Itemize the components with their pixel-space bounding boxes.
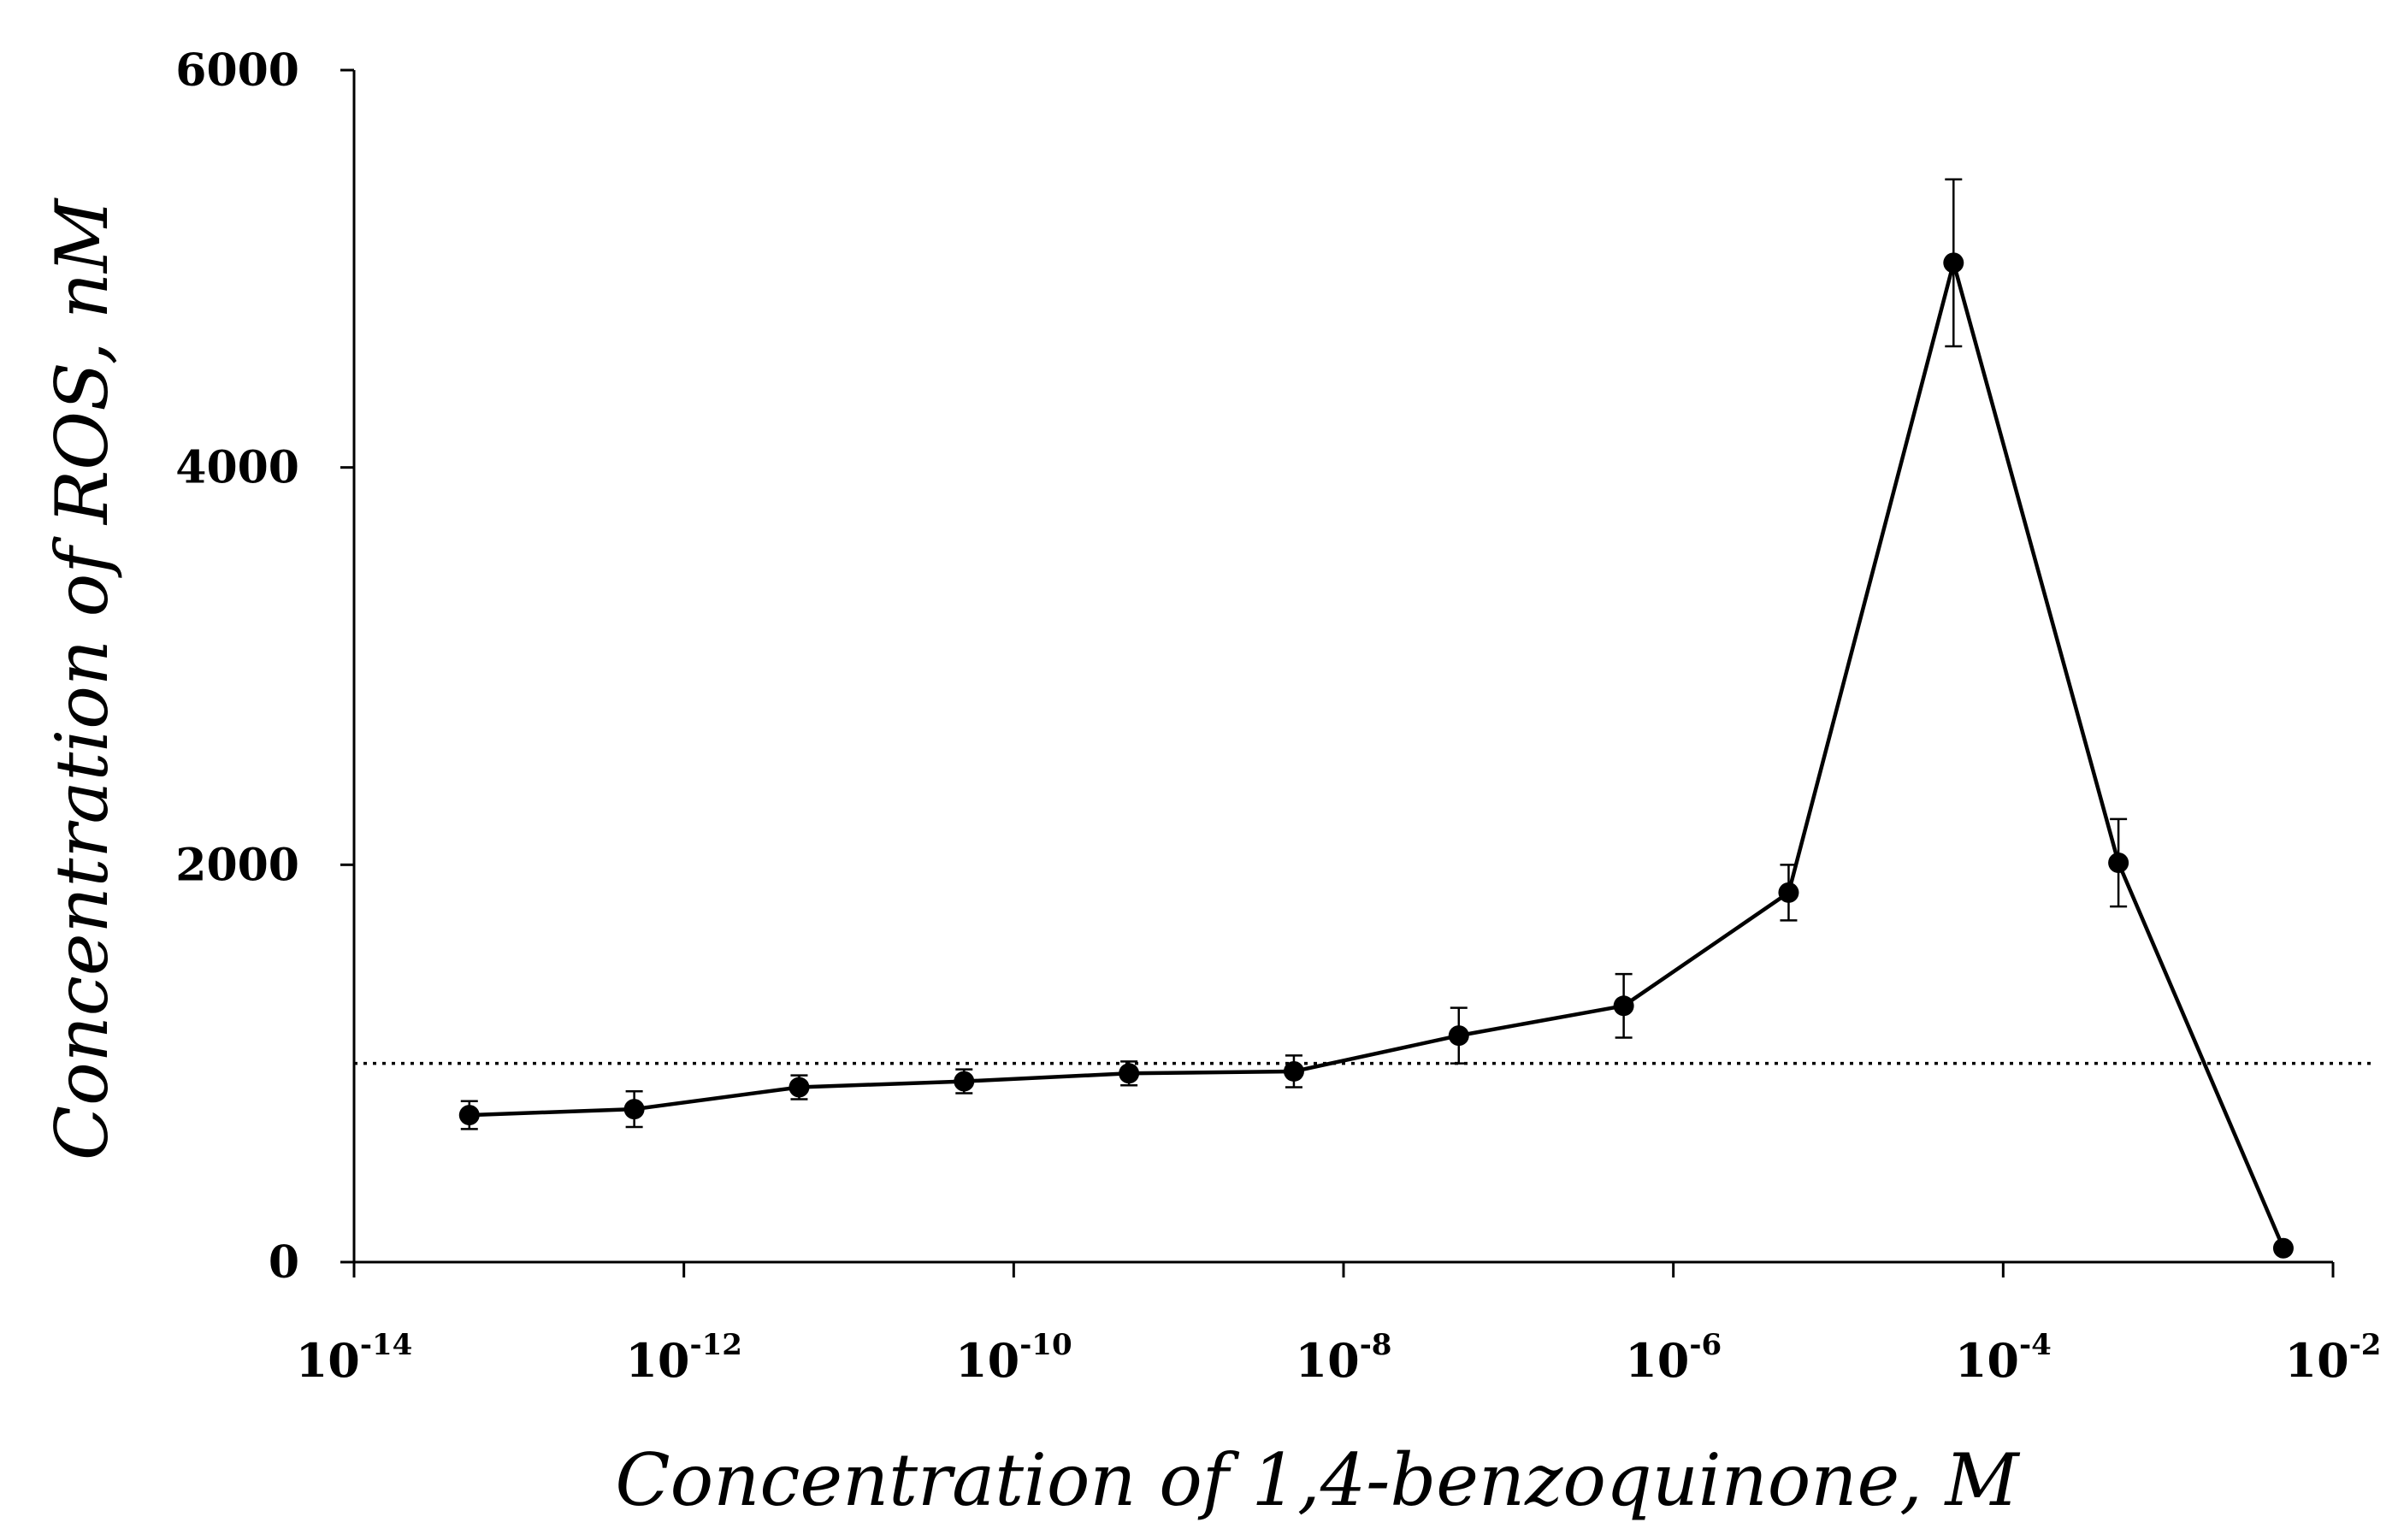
axes (340, 68, 2335, 1277)
data-point (1119, 1063, 1140, 1084)
x-tick-base: 10 (1625, 1333, 1689, 1388)
y-tick-label: 2000 (175, 839, 299, 891)
x-tick-exponent: -14 (360, 1328, 412, 1362)
data-point (623, 1099, 645, 1120)
x-tick-label: 10-12 (625, 1328, 742, 1388)
x-tick-label: 10-4 (1955, 1328, 2052, 1388)
data-point (2108, 853, 2129, 874)
x-axis-title: Concentration of 1,4-benzoquinone, M (615, 1438, 2020, 1522)
x-tick-base: 10 (296, 1333, 360, 1388)
x-tick-base: 10 (625, 1333, 689, 1388)
x-tick-exponent: -2 (2349, 1328, 2382, 1362)
x-tick-exponent: -12 (690, 1328, 742, 1362)
x-tick-exponent: -10 (1019, 1328, 1072, 1362)
data-point (1778, 882, 1799, 903)
x-tick-label: 10-14 (296, 1328, 413, 1388)
x-tick-exponent: -4 (2019, 1328, 2052, 1362)
error-bars (460, 178, 2128, 1130)
data-point (1943, 252, 1964, 274)
x-tick-label: 10-8 (1296, 1328, 1392, 1388)
data-point (1613, 995, 1634, 1017)
x-tick-base: 10 (2285, 1333, 2349, 1388)
y-axis-title: Concentration of ROS, nM (40, 198, 124, 1160)
y-tick-label: 0 (269, 1236, 299, 1289)
x-tick-base: 10 (1955, 1333, 2019, 1388)
data-point (1283, 1060, 1304, 1082)
y-tick-label: 4000 (175, 442, 299, 494)
x-tick-label: 10-2 (2285, 1328, 2382, 1388)
x-tick-label: 10-10 (955, 1328, 1072, 1388)
data-point (2272, 1237, 2294, 1259)
x-tick-base: 10 (1296, 1333, 1360, 1388)
x-tick-label: 10-6 (1625, 1328, 1722, 1388)
data-point (789, 1077, 810, 1098)
data-point (954, 1071, 975, 1092)
series-line (469, 255, 2286, 1249)
x-tick-base: 10 (955, 1333, 1019, 1388)
data-point (458, 1105, 480, 1126)
x-tick-exponent: -6 (1689, 1328, 1722, 1362)
series-group (458, 252, 2294, 1259)
x-tick-exponent: -8 (1360, 1328, 1392, 1362)
data-point (1448, 1025, 1469, 1047)
y-tick-label: 6000 (175, 44, 299, 97)
